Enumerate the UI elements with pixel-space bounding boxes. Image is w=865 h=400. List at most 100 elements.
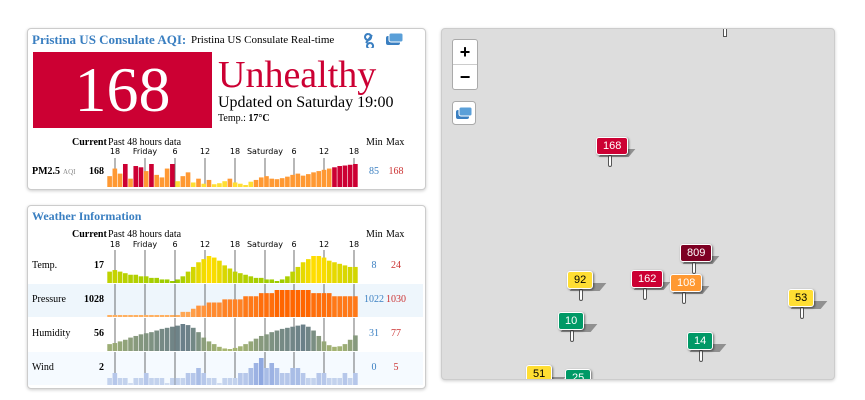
bar bbox=[128, 274, 133, 283]
bar bbox=[180, 378, 186, 385]
bar bbox=[175, 378, 180, 385]
aqi-marker[interactable]: 25 bbox=[565, 369, 592, 379]
bar bbox=[353, 335, 358, 351]
bar bbox=[232, 299, 238, 317]
time-label: 18 bbox=[109, 147, 121, 156]
bar bbox=[190, 182, 196, 187]
aqi-marker[interactable]: 14 bbox=[687, 332, 714, 350]
bar bbox=[300, 324, 306, 351]
bar bbox=[217, 183, 222, 187]
aqi-marker[interactable]: 108 bbox=[670, 274, 703, 292]
layers-button[interactable] bbox=[452, 101, 476, 125]
bar bbox=[248, 368, 254, 385]
bar bbox=[274, 330, 280, 351]
time-label: 12 bbox=[318, 240, 330, 249]
bar bbox=[337, 346, 343, 351]
bar bbox=[143, 333, 149, 351]
bar bbox=[133, 315, 139, 317]
updated-time: Updated on Saturday 19:00 bbox=[218, 94, 394, 111]
bar bbox=[175, 181, 180, 187]
header-current: Current bbox=[72, 137, 107, 148]
bar bbox=[180, 276, 186, 283]
bar bbox=[122, 164, 128, 187]
bar bbox=[285, 276, 290, 283]
zoom-in[interactable]: + bbox=[453, 40, 477, 65]
bar bbox=[353, 266, 358, 283]
bar bbox=[107, 271, 112, 283]
bar bbox=[154, 315, 159, 317]
bar bbox=[138, 315, 144, 317]
time-label: Friday bbox=[132, 240, 158, 249]
bar bbox=[300, 175, 306, 187]
bar bbox=[107, 176, 112, 187]
bar bbox=[143, 276, 149, 283]
time-label: 18 bbox=[229, 240, 241, 249]
bar bbox=[269, 332, 275, 351]
bar bbox=[326, 260, 332, 283]
bar bbox=[285, 373, 290, 385]
bar bbox=[180, 176, 186, 187]
aqi-marker[interactable]: 10 bbox=[558, 312, 585, 330]
bar bbox=[311, 378, 316, 385]
bar bbox=[258, 358, 264, 385]
row-min: 8 bbox=[371, 259, 377, 271]
bar bbox=[279, 178, 285, 187]
map[interactable]: + − 168 809 162 108 92 53 10 14 51 25 bbox=[441, 28, 835, 380]
time-label: 12 bbox=[318, 147, 330, 156]
bar bbox=[201, 373, 207, 385]
bar bbox=[154, 277, 159, 283]
aqi-marker[interactable]: 92 bbox=[567, 271, 594, 289]
sparkline bbox=[107, 352, 358, 385]
zoom-out[interactable]: − bbox=[459, 67, 471, 87]
bar bbox=[306, 326, 311, 351]
bar bbox=[133, 274, 139, 283]
bar bbox=[217, 260, 222, 283]
bar bbox=[217, 346, 222, 351]
row-current: 168 bbox=[89, 165, 104, 177]
bar bbox=[227, 178, 233, 187]
bar bbox=[211, 257, 217, 283]
header-min: Min bbox=[366, 137, 383, 148]
bar bbox=[248, 341, 254, 351]
bar bbox=[143, 171, 149, 187]
aqi-status: Unhealthy bbox=[218, 54, 377, 96]
row-min: 1022 bbox=[364, 293, 384, 305]
bar bbox=[337, 296, 343, 317]
weather-title: Weather Information bbox=[32, 209, 142, 223]
marker-pin bbox=[699, 350, 703, 362]
bar bbox=[264, 176, 269, 187]
bar bbox=[232, 347, 238, 351]
bar bbox=[170, 326, 175, 351]
time-label: Saturday bbox=[246, 147, 284, 156]
bar bbox=[211, 184, 217, 187]
row-max: 24 bbox=[391, 259, 401, 271]
bar bbox=[248, 181, 254, 187]
bar bbox=[295, 368, 301, 385]
bar bbox=[337, 378, 343, 385]
bar bbox=[332, 346, 337, 351]
aqi-marker[interactable]: 168 bbox=[596, 137, 629, 155]
sparkline bbox=[107, 284, 358, 317]
bar bbox=[232, 378, 238, 385]
bar bbox=[128, 178, 133, 187]
row-sublabel: AQI bbox=[63, 167, 76, 176]
aqi-marker[interactable]: 51 bbox=[526, 365, 553, 379]
bar bbox=[311, 172, 316, 187]
row-label: Humidity bbox=[32, 327, 71, 339]
bar bbox=[316, 373, 322, 385]
bar bbox=[253, 363, 259, 385]
panel-icons[interactable] bbox=[360, 30, 405, 48]
row-current: 2 bbox=[99, 361, 104, 373]
bar bbox=[217, 383, 222, 385]
bar bbox=[269, 279, 275, 283]
aqi-marker[interactable]: 162 bbox=[631, 270, 664, 288]
bar bbox=[353, 164, 358, 187]
bar bbox=[211, 302, 217, 317]
bar bbox=[253, 277, 259, 283]
header-past: Past 48 hours data bbox=[108, 229, 182, 240]
bar bbox=[274, 179, 280, 187]
aqi-marker[interactable]: 809 bbox=[680, 244, 713, 262]
bar bbox=[185, 325, 191, 351]
aqi-marker[interactable]: 53 bbox=[788, 289, 815, 307]
